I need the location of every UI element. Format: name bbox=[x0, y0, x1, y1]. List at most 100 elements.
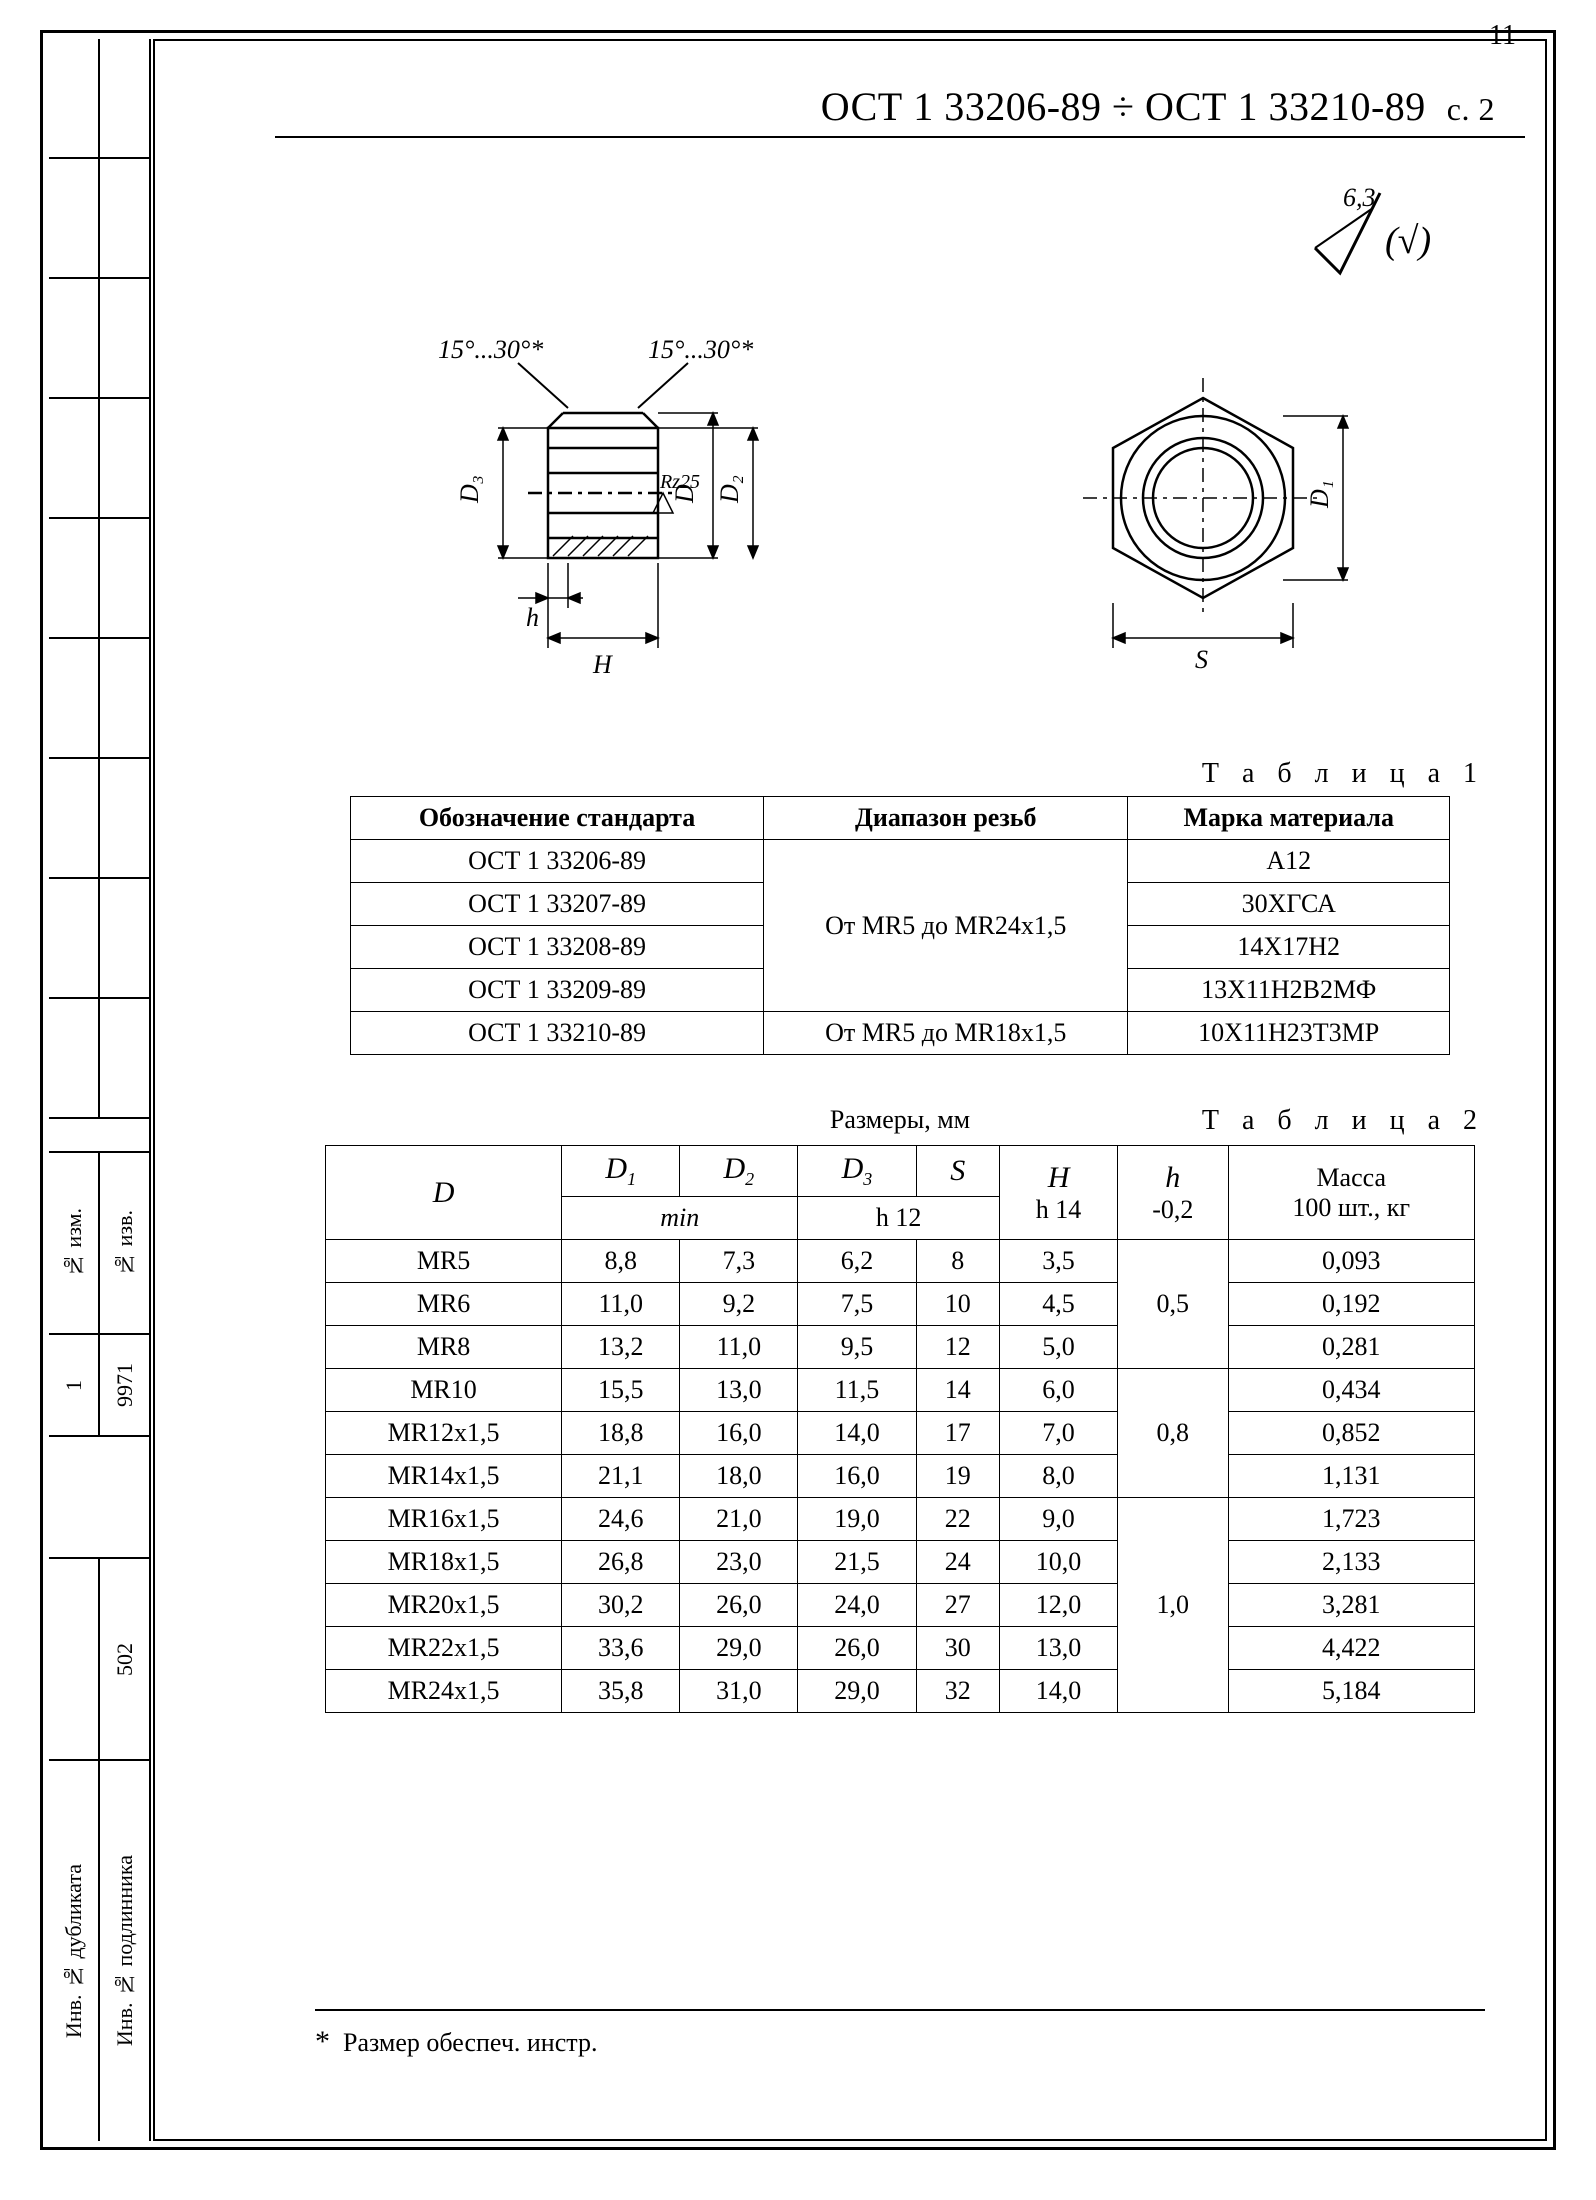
t2-cell: 6,0 bbox=[999, 1369, 1117, 1412]
t2-cell: 14 bbox=[916, 1369, 999, 1412]
t2-cell: MR10 bbox=[326, 1369, 562, 1412]
s-label: S bbox=[1195, 645, 1208, 674]
h-small-label: h bbox=[526, 603, 539, 632]
sizes-caption: Размеры, мм bbox=[830, 1105, 970, 1135]
hex-view-drawing: D₁ S bbox=[1013, 338, 1393, 678]
t2-mass-cell: 0,281 bbox=[1228, 1326, 1475, 1369]
table2-caption: Т а б л и ц а 2 bbox=[1202, 1105, 1485, 1137]
t2-cell: 5,0 bbox=[999, 1326, 1117, 1369]
t2-h-cell: 0,8 bbox=[1118, 1369, 1228, 1498]
izv-val: 9971 bbox=[112, 1357, 138, 1413]
t2-cell: 10 bbox=[916, 1283, 999, 1326]
t2-D1: D1 bbox=[605, 1152, 636, 1185]
t1-std: ОСТ 1 33207-89 bbox=[351, 883, 764, 926]
doc-title: ОСТ 1 33206-89 ÷ ОСТ 1 33210-89 с. 2 bbox=[275, 53, 1525, 138]
t2-cell: 7,0 bbox=[999, 1412, 1117, 1455]
t2-D3: D3 bbox=[842, 1152, 873, 1185]
t2-cell: 19,0 bbox=[798, 1498, 916, 1541]
table-1: Обозначение стандарта Диапазон резьб Мар… bbox=[350, 796, 1450, 1055]
rz-label: Rz25 bbox=[659, 471, 700, 493]
t2-cell: 18,0 bbox=[680, 1455, 798, 1498]
t2-cell: 8,0 bbox=[999, 1455, 1117, 1498]
d1-label: D₁ bbox=[1305, 480, 1334, 509]
t2-cell: 9,2 bbox=[680, 1283, 798, 1326]
angle-right-label: 15°...30°* bbox=[648, 335, 753, 364]
h-big-label: H bbox=[592, 650, 613, 679]
table-2: D D1 D2 D3 S Hh 14 h-0,2 Масса100 шт., к… bbox=[325, 1145, 1475, 1713]
t1-range2: От MR5 до MR18x1,5 bbox=[764, 1012, 1128, 1055]
t2-htol: -0,2 bbox=[1152, 1195, 1193, 1224]
t2-cell: 35,8 bbox=[562, 1670, 680, 1713]
t2-cell: 17 bbox=[916, 1412, 999, 1455]
t2-mass-cell: 0,192 bbox=[1228, 1283, 1475, 1326]
t2-cell: 14,0 bbox=[798, 1412, 916, 1455]
t2-mass-cell: 1,723 bbox=[1228, 1498, 1475, 1541]
t2-cell: 32 bbox=[916, 1670, 999, 1713]
t2-cell: 16,0 bbox=[798, 1455, 916, 1498]
inner-frame: ОСТ 1 33206-89 ÷ ОСТ 1 33210-89 с. 2 6,3… bbox=[153, 39, 1547, 2141]
t2-mass-cell: 5,184 bbox=[1228, 1670, 1475, 1713]
t1-h2: Марка материала bbox=[1128, 797, 1450, 840]
t2-cell: 22 bbox=[916, 1498, 999, 1541]
technical-drawings: 15°...30°* 15°...30°* bbox=[275, 298, 1525, 758]
t2-cell: 19 bbox=[916, 1455, 999, 1498]
t1-mat: 14Х17Н2 bbox=[1128, 926, 1450, 969]
t2-cell: 24,0 bbox=[798, 1584, 916, 1627]
t2-mass-cell: 0,093 bbox=[1228, 1240, 1475, 1283]
t2-cell: MR14x1,5 bbox=[326, 1455, 562, 1498]
t2-cell: 27 bbox=[916, 1584, 999, 1627]
roughness-value: 6,3 bbox=[1343, 183, 1376, 212]
footnote-mark: * bbox=[315, 2025, 330, 2058]
t2-cell: 26,0 bbox=[798, 1627, 916, 1670]
t2-mass-cell: 3,281 bbox=[1228, 1584, 1475, 1627]
t2-h14: h 14 bbox=[1036, 1195, 1082, 1224]
t1-mat: А12 bbox=[1128, 840, 1450, 883]
t2-cell: 13,2 bbox=[562, 1326, 680, 1369]
t2-cell: 13,0 bbox=[999, 1627, 1117, 1670]
t2-cell: MR8 bbox=[326, 1326, 562, 1369]
izm-label: № изм. bbox=[61, 1202, 87, 1284]
t2-cell: MR5 bbox=[326, 1240, 562, 1283]
doc-title-text: ОСТ 1 33206-89 ÷ ОСТ 1 33210-89 bbox=[821, 84, 1426, 129]
t2-cell: 24 bbox=[916, 1541, 999, 1584]
t2-mass-cell: 4,422 bbox=[1228, 1627, 1475, 1670]
izv-label: № изв. bbox=[112, 1204, 138, 1283]
roughness-paren: (√) bbox=[1385, 220, 1431, 262]
left-margin-column: № изм. № изв. 1 9971 502 Инв. № дубликат… bbox=[49, 39, 151, 2141]
t2-cell: 33,6 bbox=[562, 1627, 680, 1670]
t2-cell: 15,5 bbox=[562, 1369, 680, 1412]
t1-std: ОСТ 1 33210-89 bbox=[351, 1012, 764, 1055]
t2-cell: 11,0 bbox=[680, 1326, 798, 1369]
roughness-symbol: 6,3 (√) bbox=[275, 138, 1525, 298]
t2-cell: 10,0 bbox=[999, 1541, 1117, 1584]
t1-h0: Обозначение стандарта bbox=[351, 797, 764, 840]
t2-cell: 24,6 bbox=[562, 1498, 680, 1541]
d2-label: D₂ bbox=[715, 475, 744, 504]
t2-cell: 13,0 bbox=[680, 1369, 798, 1412]
t2-S: S bbox=[950, 1154, 965, 1187]
t2-cell: 9,5 bbox=[798, 1326, 916, 1369]
t2-cell: 29,0 bbox=[798, 1670, 916, 1713]
t2-cell: 4,5 bbox=[999, 1283, 1117, 1326]
t2-cell: 23,0 bbox=[680, 1541, 798, 1584]
t2-cell: 12,0 bbox=[999, 1584, 1117, 1627]
roughness-icon: 6,3 (√) bbox=[1295, 178, 1455, 288]
t2-cell: 11,5 bbox=[798, 1369, 916, 1412]
t2-mass-sub: 100 шт., кг bbox=[1292, 1193, 1410, 1222]
t2-H: H bbox=[1048, 1161, 1070, 1194]
t2-cell: 26,8 bbox=[562, 1541, 680, 1584]
t1-range1: От MR5 до MR24x1,5 bbox=[764, 840, 1128, 1012]
page: 11 № изм. № изв. 1 bbox=[0, 0, 1596, 2200]
t2-mass-cell: 0,434 bbox=[1228, 1369, 1475, 1412]
t2-cell: 30 bbox=[916, 1627, 999, 1670]
t2-cell: 30,2 bbox=[562, 1584, 680, 1627]
t2-D: D bbox=[433, 1176, 455, 1209]
section-view-drawing: 15°...30°* 15°...30°* bbox=[408, 328, 828, 688]
t2-cell: 12 bbox=[916, 1326, 999, 1369]
t1-mat: 30ХГСА bbox=[1128, 883, 1450, 926]
t1-h1: Диапазон резьб bbox=[764, 797, 1128, 840]
t2-h-cell: 1,0 bbox=[1118, 1498, 1228, 1713]
t2-cell: 9,0 bbox=[999, 1498, 1117, 1541]
t2-cell: 31,0 bbox=[680, 1670, 798, 1713]
t2-cell: 16,0 bbox=[680, 1412, 798, 1455]
